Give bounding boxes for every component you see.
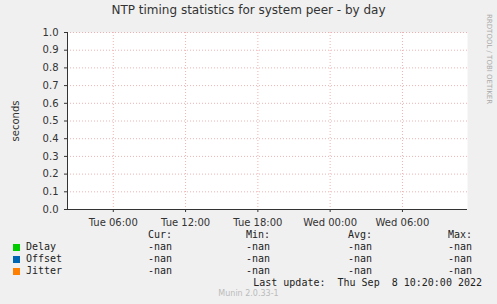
html-text:-nan: -nan [147, 265, 172, 276]
html-text:-nan: -nan [147, 253, 172, 264]
svg-text:0.9: 0.9 [43, 44, 59, 55]
html-text:-nan: -nan [147, 241, 172, 252]
html-text:-nan: -nan [447, 253, 472, 264]
svg-text:Tue 12:00: Tue 12:00 [160, 217, 210, 228]
html-text:Last update: Thu Sep 8 10:20:0: Last update: Thu Sep 8 10:20:00 2022 [253, 277, 482, 288]
html-text:Munin 2.0.33-1: Munin 2.0.33-1 [218, 289, 279, 298]
html-text:Avg:: Avg: [347, 229, 372, 240]
svg-text:0.4: 0.4 [43, 133, 59, 144]
html-text:Cur:: Cur: [147, 229, 172, 240]
html-text:Min:: Min: [245, 229, 270, 240]
html-text:NTP timing statistics for syst: NTP timing statistics for system peer - … [111, 3, 386, 17]
svg-text:1.0: 1.0 [43, 27, 59, 38]
html-text:-nan: -nan [347, 265, 372, 276]
html-text:Max:: Max: [447, 229, 472, 240]
html-text:-nan: -nan [245, 265, 270, 276]
svg-text:0.6: 0.6 [43, 98, 59, 109]
svg-text:0.0: 0.0 [43, 204, 59, 215]
svg-text:Wed 06:00: Wed 06:00 [376, 217, 430, 228]
html-text:-nan: -nan [245, 241, 270, 252]
html-text:Delay: Delay [26, 241, 57, 252]
svg-text:0.7: 0.7 [43, 80, 59, 91]
html-text:Offset: Offset [26, 253, 63, 264]
html-text:-nan: -nan [447, 241, 472, 252]
svg-text:Tue 18:00: Tue 18:00 [232, 217, 282, 228]
html-text:-nan: -nan [347, 241, 372, 252]
svg-text:seconds: seconds [10, 101, 21, 142]
html-text:Jitter: Jitter [26, 265, 63, 276]
svg-text:0.8: 0.8 [43, 62, 59, 73]
svg-text:0.5: 0.5 [43, 115, 59, 126]
html-text:-nan: -nan [245, 253, 270, 264]
html-text:RRDTOOL / TOBI OETIKER: RRDTOOL / TOBI OETIKER [485, 14, 493, 105]
svg-text:0.1: 0.1 [43, 186, 59, 197]
html-text:-nan: -nan [447, 265, 472, 276]
svg-text:0.2: 0.2 [43, 168, 59, 179]
svg-text:0.3: 0.3 [43, 151, 59, 162]
svg-text:Wed 00:00: Wed 00:00 [303, 217, 357, 228]
svg-text:Tue 06:00: Tue 06:00 [88, 217, 138, 228]
html-text:-nan: -nan [347, 253, 372, 264]
